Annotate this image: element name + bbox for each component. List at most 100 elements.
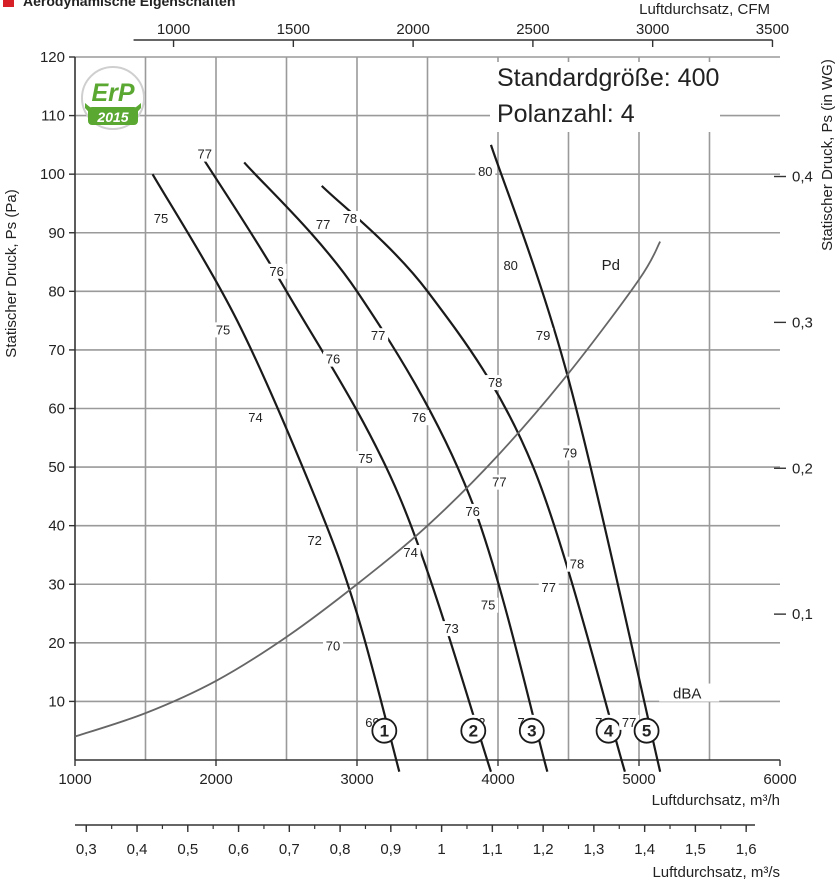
curve-number-label: 4	[604, 722, 614, 741]
y-right-tick-label: 0,4	[792, 169, 813, 186]
x-ms-tick-label: 1,2	[533, 841, 554, 858]
x-ms-tick-label: 0,4	[127, 841, 148, 858]
dba-value-label: 75	[358, 451, 372, 466]
fan-curve-4	[320, 185, 626, 773]
y-tick-label: 80	[48, 283, 65, 300]
y-tick-label: 100	[40, 166, 65, 183]
y-tick-label: 70	[48, 342, 65, 359]
dba-value-label: 75	[154, 211, 168, 226]
dba-value-label: 77	[316, 217, 330, 232]
chart-title: Aerodynamische Eigenschaften	[0, 0, 235, 11]
fan-curve-2	[200, 156, 492, 773]
info-standard-size: Standardgröße: 400	[497, 64, 719, 92]
dba-label-bg	[538, 580, 559, 596]
curve-number-label: 5	[642, 722, 651, 741]
x-axis-top-label: Luftdurchsatz, CFM	[639, 1, 770, 18]
fan-curve-1	[151, 173, 401, 773]
dba-label-bg	[441, 621, 462, 637]
dba-value-label: 76	[465, 504, 479, 519]
pd-curve	[74, 241, 661, 738]
x-tick-label: 5000	[622, 771, 655, 788]
dba-value-label: 76	[412, 410, 426, 425]
dba-label-bg	[313, 216, 334, 232]
x-ms-tick-label: 1,1	[482, 841, 503, 858]
dba-value-label: 78	[488, 375, 502, 390]
dba-label-bg	[489, 474, 510, 490]
x-top-tick-label: 1000	[157, 21, 190, 38]
curve-number-marker	[633, 717, 660, 744]
chart-title-text: Aerodynamische Eigenschaften	[23, 0, 236, 9]
badge-erp-text: ErP	[91, 79, 134, 107]
dba-label-bg	[409, 410, 430, 426]
badge-year-band	[88, 107, 138, 125]
y-tick-label: 90	[48, 225, 65, 242]
x-tick-label: 3000	[340, 771, 373, 788]
x-ms-tick-label: 0,7	[279, 841, 300, 858]
y-tick-label: 20	[48, 635, 65, 652]
x-top-tick-label: 2500	[516, 21, 549, 38]
dba-value-label: 76	[326, 352, 340, 367]
x-tick-label: 2000	[199, 771, 232, 788]
curve-number-label: 1	[380, 722, 389, 741]
x-ms-tick-label: 1,3	[583, 841, 604, 858]
grid	[75, 56, 780, 760]
dba-label-bg	[400, 544, 421, 560]
dba-value-label: 75	[481, 598, 495, 613]
dba-value-label: 76	[269, 264, 283, 279]
badge-year-text: 2015	[96, 109, 128, 125]
erp-2015-badge: ErP 2015	[81, 66, 145, 130]
dba-label-bg	[323, 638, 344, 654]
dba-label-bg	[266, 263, 287, 279]
y-axis-right-label: Statischer Druck, Ps (in WG)	[819, 59, 836, 251]
dba-value-label: 77	[371, 328, 385, 343]
x-ms-tick-label: 0,6	[228, 841, 249, 858]
dba-label-bg	[194, 146, 215, 162]
dba-label-bg	[559, 445, 580, 461]
y-tick-label: 120	[40, 49, 65, 66]
dba-value-label: 74	[248, 410, 262, 425]
x-top-tick-label: 3500	[756, 21, 789, 38]
curve-number-label: 3	[527, 722, 536, 741]
dba-value-label: 70	[326, 639, 340, 654]
dba-label-bg	[151, 211, 172, 227]
pd-label: Pd	[602, 257, 620, 274]
dba-label-bg	[475, 164, 496, 180]
x-ms-tick-label: 1,5	[685, 841, 706, 858]
x-tick-label: 4000	[481, 771, 514, 788]
y-tick-label: 30	[48, 576, 65, 593]
dba-label-bg	[339, 211, 360, 227]
y-tick-label: 60	[48, 401, 65, 418]
y-tick-label: 40	[48, 518, 65, 535]
fan-curve-3	[243, 161, 549, 773]
title-marker	[3, 0, 14, 7]
dba-value-label: 78	[343, 211, 357, 226]
curve-number-label: 2	[469, 722, 478, 741]
x-ms-tick-label: 1,4	[634, 841, 655, 858]
x-ms-tick-label: 1,6	[736, 841, 757, 858]
y-tick-label: 50	[48, 459, 65, 476]
dba-value-label: 73	[444, 621, 458, 636]
x-ms-tick-label: 1	[437, 841, 445, 858]
dba-value-label: 80	[478, 164, 492, 179]
dba-value-label: 72	[307, 533, 321, 548]
x-top-tick-label: 1500	[277, 21, 310, 38]
x-tick-label: 6000	[763, 771, 796, 788]
dba-label-bg	[485, 375, 506, 391]
dba-label-bg	[245, 410, 266, 426]
y-tick-label: 10	[48, 693, 65, 710]
x-axis-bottom-label: Luftdurchsatz, m³/h	[652, 792, 780, 809]
dba-label-bg	[355, 451, 376, 467]
dba-label-bg	[500, 257, 521, 273]
dba-value-label: 78	[570, 557, 584, 572]
dba-value-label: 77	[622, 715, 636, 730]
dba-value-label: 75	[216, 322, 230, 337]
x-ms-tick-label: 0,3	[76, 841, 97, 858]
dba-label-bg	[619, 714, 640, 730]
y-right-tick-label: 0,3	[792, 314, 813, 331]
curve-number-marker	[518, 717, 545, 744]
y-right-tick-label: 0,1	[792, 606, 813, 623]
x-ms-tick-label: 0,8	[330, 841, 351, 858]
dba-label-bg	[478, 597, 499, 613]
dba-value-label: 77	[197, 147, 211, 162]
